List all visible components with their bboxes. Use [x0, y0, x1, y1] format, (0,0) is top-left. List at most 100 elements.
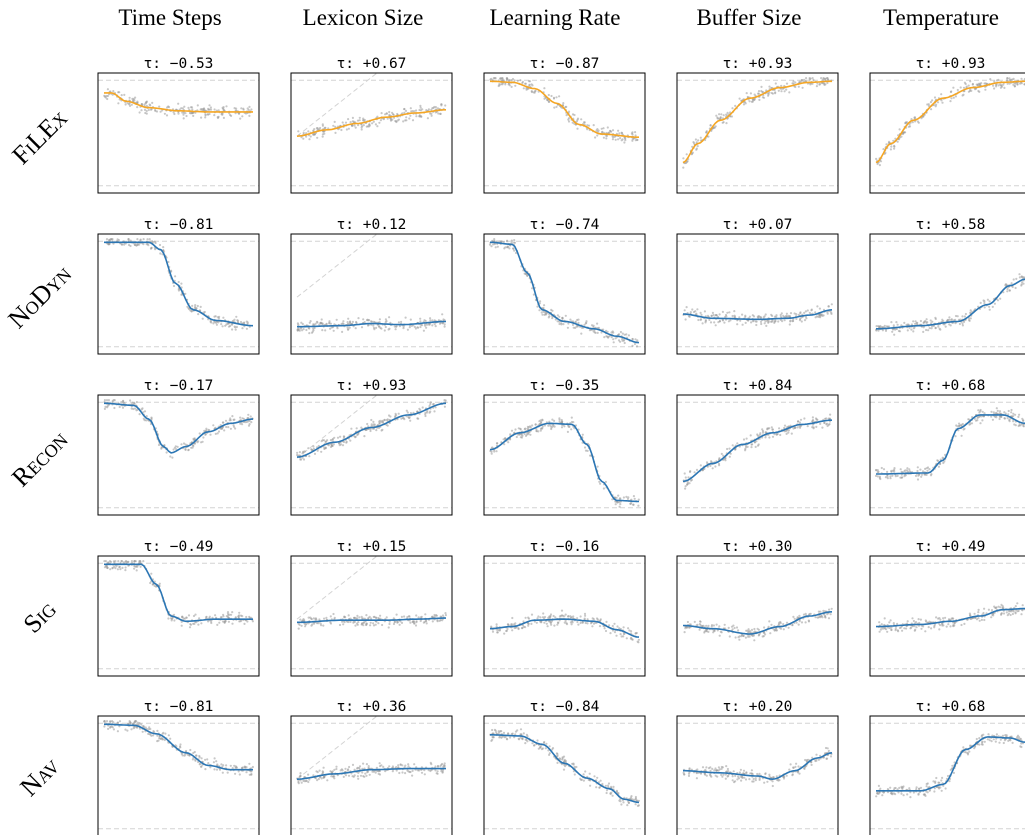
- scatter-point: [721, 310, 725, 313]
- scatter-point: [356, 614, 359, 618]
- scatter-point: [372, 624, 376, 627]
- scatter-point: [323, 617, 326, 620]
- scatter-point: [423, 773, 426, 776]
- scatter-point: [710, 624, 714, 627]
- scatter-point: [348, 326, 351, 329]
- scatter-point: [138, 722, 141, 725]
- scatter-point: [1000, 612, 1003, 615]
- scatter-point: [510, 623, 514, 626]
- scatter-point: [894, 137, 897, 140]
- scatter-point: [382, 118, 385, 121]
- scatter-point: [385, 419, 388, 422]
- scatter-point: [124, 103, 127, 106]
- scatter-point: [250, 767, 253, 770]
- scatter-point: [633, 342, 637, 346]
- scatter-point: [124, 728, 127, 731]
- scatter-point: [571, 121, 574, 124]
- scatter-point: [312, 445, 315, 448]
- scatter-point: [706, 314, 710, 317]
- scatter-point: [326, 779, 329, 782]
- scatter-point: [411, 119, 415, 122]
- scatter-point: [148, 238, 151, 241]
- scatter-point: [116, 721, 119, 725]
- scatter-point: [354, 327, 357, 330]
- scatter-point: [731, 444, 734, 447]
- scatter-point: [505, 79, 508, 82]
- scatter-point: [119, 568, 122, 571]
- scatter-point: [191, 304, 194, 307]
- scatter-point: [118, 405, 121, 409]
- scatter-point: [114, 560, 117, 563]
- scatter-point: [770, 623, 773, 626]
- fit-line: [296, 767, 446, 780]
- scatter-point: [980, 618, 984, 622]
- scatter-point: [745, 92, 748, 95]
- scatter-point: [911, 121, 914, 124]
- scatter-point: [221, 325, 224, 328]
- scatter-point: [1002, 291, 1005, 294]
- scatter-point: [121, 406, 125, 409]
- axis-frame: [483, 394, 646, 516]
- scatter-point: [133, 402, 136, 405]
- scatter-point: [956, 88, 959, 92]
- scatter-point: [323, 447, 326, 450]
- scatter-point: [200, 757, 203, 760]
- scatter-point: [889, 477, 892, 480]
- scatter-point: [217, 109, 220, 112]
- scatter-point: [895, 321, 898, 324]
- scatter-point: [685, 153, 688, 156]
- scatter-point: [564, 105, 567, 109]
- scatter-point: [186, 305, 189, 308]
- scatter-point: [333, 323, 336, 326]
- scatter-point: [930, 627, 933, 630]
- scatter-point: [156, 734, 159, 737]
- scatter-point: [432, 402, 435, 406]
- scatter-point: [415, 766, 418, 769]
- scatter-point: [884, 329, 888, 332]
- scatter-point: [200, 116, 203, 119]
- scatter-point: [393, 621, 396, 624]
- scatter-point: [736, 323, 739, 326]
- scatter-point: [197, 623, 200, 626]
- scatter-point: [521, 80, 525, 83]
- scatter-point: [1018, 413, 1021, 416]
- scatter-point: [109, 725, 112, 728]
- scatter-point: [815, 425, 818, 428]
- scatter-point: [117, 560, 120, 563]
- scatter-point: [511, 616, 514, 620]
- scatter-point: [950, 318, 953, 321]
- scatter-point: [908, 326, 911, 329]
- scatter-point: [568, 425, 571, 428]
- scatter-point: [750, 446, 753, 449]
- scatter-point: [205, 427, 208, 430]
- scatter-point: [816, 305, 819, 308]
- scatter-point: [611, 135, 614, 138]
- scatter-point: [419, 320, 422, 323]
- scatter-point: [996, 409, 999, 412]
- scatter-point: [926, 466, 930, 469]
- scatter-point: [190, 446, 193, 449]
- scatter-point: [423, 769, 426, 772]
- scatter-point: [302, 137, 305, 140]
- scatter-point: [433, 410, 436, 413]
- scatter-point: [353, 620, 356, 624]
- scatter-point: [697, 139, 700, 142]
- scatter-point: [321, 133, 324, 136]
- scatter-point: [596, 128, 599, 131]
- scatter-point: [166, 106, 169, 109]
- scatter-point: [1007, 413, 1010, 416]
- scatter-point: [764, 431, 767, 434]
- scatter-point: [558, 315, 561, 318]
- scatter-point: [347, 614, 350, 617]
- scatter-point: [548, 315, 551, 318]
- scatter-point: [1006, 290, 1009, 293]
- scatter-point: [159, 737, 162, 740]
- scatter-point: [508, 247, 511, 250]
- scatter-point: [887, 140, 891, 143]
- scatter-point: [995, 407, 998, 410]
- scatter-point: [130, 560, 133, 563]
- scatter-point: [888, 621, 891, 624]
- scatter-point: [357, 317, 360, 320]
- tau-annotation: τ: +0.93: [916, 56, 986, 72]
- scatter-point: [182, 111, 185, 114]
